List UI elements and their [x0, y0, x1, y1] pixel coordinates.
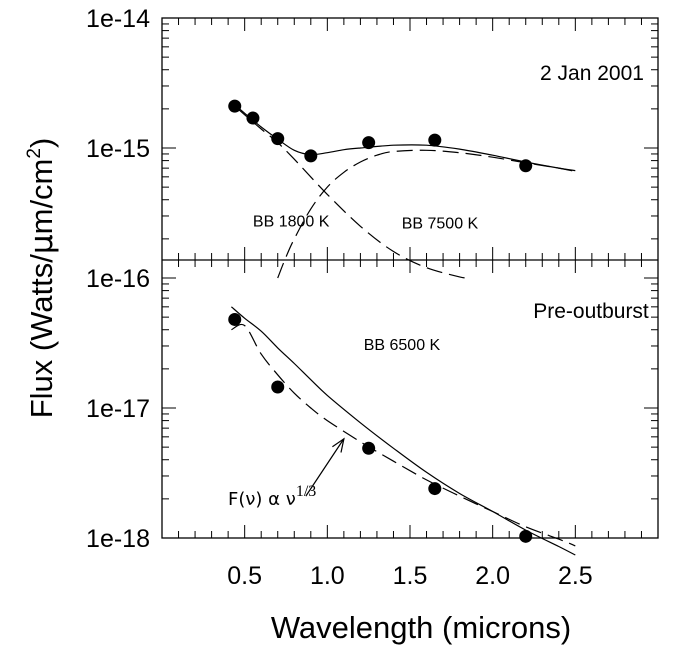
- y-tick-label: 1e-17: [86, 395, 150, 423]
- panel-label-top: 2 Jan 2001: [540, 62, 644, 85]
- data-point-top: [428, 133, 442, 147]
- curve-top-solid: [234, 104, 576, 172]
- data-point-top: [271, 132, 285, 146]
- x-tick-label: 0.5: [227, 562, 262, 590]
- annotation-arrow-shaft: [305, 438, 345, 497]
- curve-top-dashed: [234, 105, 468, 279]
- data-points: [228, 99, 533, 543]
- panel-label-bottom: Pre-outburst: [533, 300, 649, 323]
- x-tick-label: 2.5: [558, 562, 593, 590]
- data-point-bottom: [519, 529, 533, 543]
- curve-bottom-dashed: [231, 323, 576, 547]
- y-tick-label: 1e-18: [86, 525, 150, 553]
- data-point-bottom: [428, 482, 442, 496]
- data-point-top: [362, 136, 376, 150]
- plot-frame: [161, 17, 659, 539]
- curve-top-dashed: [277, 149, 576, 279]
- y-axis-title-unit: m/cm: [24, 159, 59, 235]
- x-axis-title: Wavelength (microns): [271, 610, 571, 645]
- data-point-top: [246, 111, 260, 125]
- data-point-bottom: [271, 380, 285, 394]
- x-tick-labels: 0.5 1.0 1.5 2.0 2.5: [227, 562, 592, 590]
- curve-label: BB 1800 K: [253, 213, 330, 230]
- y-axis-title: Flux (Watts/μm/cm2): [24, 138, 60, 419]
- curve-label: BB 7500 K: [402, 216, 479, 233]
- curve-bottom-solid: [231, 306, 576, 556]
- y-axis-title-close: ): [24, 138, 59, 148]
- y-tick-label: 1e-16: [86, 265, 150, 293]
- data-point-bottom: [362, 441, 376, 455]
- curve-label: BB 6500 K: [364, 337, 441, 354]
- x-tick-label: 1.5: [393, 562, 428, 590]
- data-point-top: [228, 99, 242, 113]
- annotation-fnu-sup: 1/3: [296, 483, 316, 500]
- x-tick-label: 1.0: [310, 562, 345, 590]
- data-point-top: [519, 159, 533, 173]
- y-axis-title-sup: 2: [24, 148, 45, 159]
- curve-annotations: BB 1800 K BB 7500 K BB 6500 K: [253, 213, 479, 497]
- y-tick-labels: 1e-18 1e-17 1e-16 1e-15 1e-14: [86, 5, 150, 553]
- y-tick-label: 1e-14: [86, 5, 150, 33]
- y-axis-title-mu: μ: [24, 234, 60, 254]
- annotation-arrow-head: [332, 437, 345, 453]
- y-axis-title-main: Flux (Watts/: [24, 254, 59, 419]
- y-tick-label: 1e-15: [86, 135, 150, 163]
- data-point-bottom: [228, 312, 242, 326]
- annotation-fnu: F(ν) α ν1/3: [228, 483, 316, 510]
- model-curves: [231, 104, 576, 556]
- x-tick-label: 2.0: [475, 562, 510, 590]
- annotation-fnu-main: F(ν) α ν: [228, 489, 296, 510]
- data-point-top: [304, 149, 318, 163]
